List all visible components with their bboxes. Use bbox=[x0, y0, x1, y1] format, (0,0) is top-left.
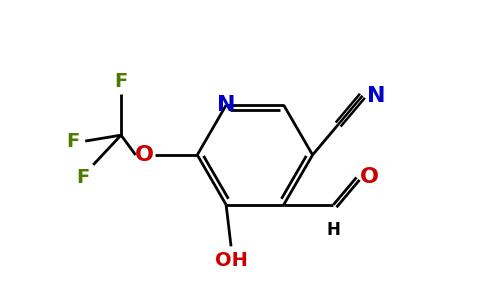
Text: O: O bbox=[360, 167, 379, 188]
Text: F: F bbox=[67, 132, 80, 151]
Text: F: F bbox=[114, 72, 128, 91]
Text: H: H bbox=[327, 220, 340, 238]
Text: OH: OH bbox=[214, 251, 247, 270]
Text: N: N bbox=[367, 86, 386, 106]
Text: F: F bbox=[76, 168, 90, 187]
Text: O: O bbox=[135, 145, 154, 165]
Text: N: N bbox=[217, 95, 235, 115]
